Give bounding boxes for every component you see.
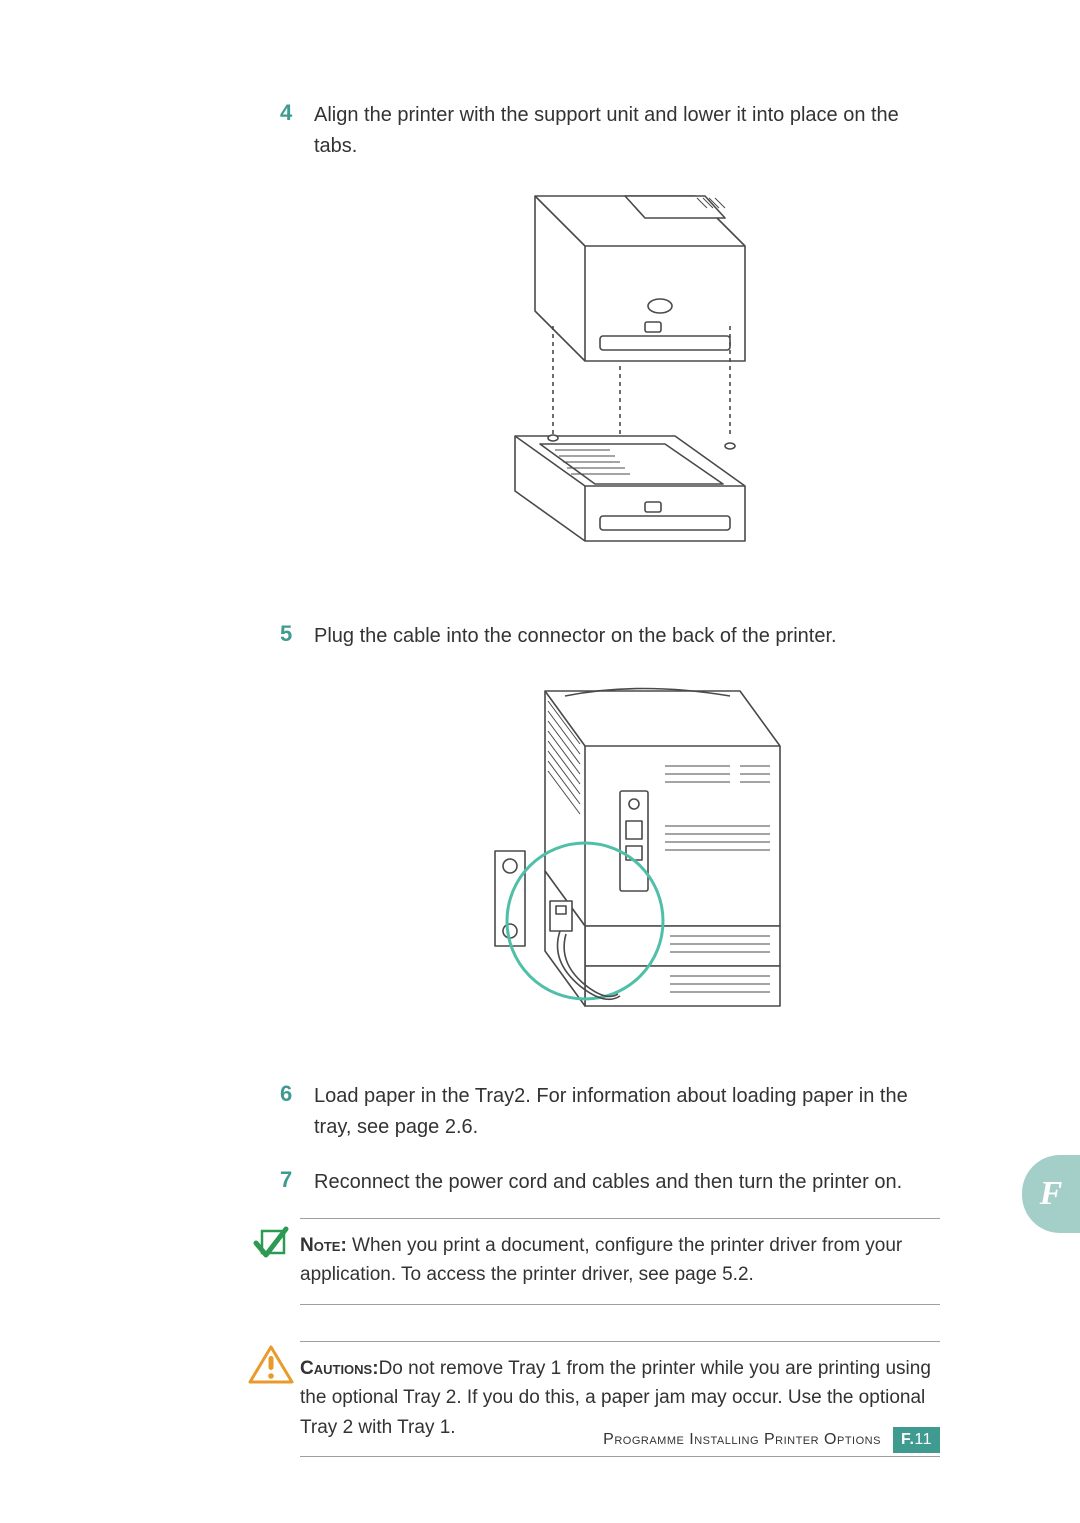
step-text-7: Reconnect the power cord and cables and … — [314, 1167, 940, 1198]
caution-icon — [248, 1344, 294, 1395]
step-number-6: 6 — [280, 1081, 314, 1107]
page-section: F. — [901, 1431, 914, 1448]
page-number-box: F.11 — [893, 1427, 940, 1453]
note-callout: Note: When you print a document, configu… — [300, 1218, 940, 1305]
caution-label: Cautions: — [300, 1358, 379, 1379]
step-text-4: Align the printer with the support unit … — [314, 100, 940, 162]
step-number-5: 5 — [280, 621, 314, 647]
caution-text: Do not remove Tray 1 from the printer wh… — [300, 1358, 931, 1438]
page-number: 11 — [914, 1431, 932, 1448]
step-4: 4 Align the printer with the support uni… — [280, 100, 940, 162]
step-7: 7 Reconnect the power cord and cables an… — [280, 1167, 940, 1198]
note-icon — [252, 1225, 292, 1274]
illustration-align-printer — [280, 186, 940, 561]
step-6: 6 Load paper in the Tray2. For informati… — [280, 1081, 940, 1143]
note-label: Note: — [300, 1235, 347, 1256]
page-footer: Programme Installing Printer Options F.1… — [603, 1427, 940, 1453]
footer-title: Programme Installing Printer Options — [603, 1431, 881, 1449]
page: 4 Align the printer with the support uni… — [0, 0, 1080, 1523]
note-text: When you print a document, configure the… — [300, 1235, 902, 1285]
step-number-7: 7 — [280, 1167, 314, 1193]
step-number-4: 4 — [280, 100, 314, 126]
step-5: 5 Plug the cable into the connector on t… — [280, 621, 940, 652]
step-text-6: Load paper in the Tray2. For information… — [314, 1081, 940, 1143]
step-text-5: Plug the cable into the connector on the… — [314, 621, 940, 652]
printer-align-svg — [445, 186, 775, 556]
printer-cable-svg — [430, 676, 790, 1016]
illustration-cable-connector — [280, 676, 940, 1021]
